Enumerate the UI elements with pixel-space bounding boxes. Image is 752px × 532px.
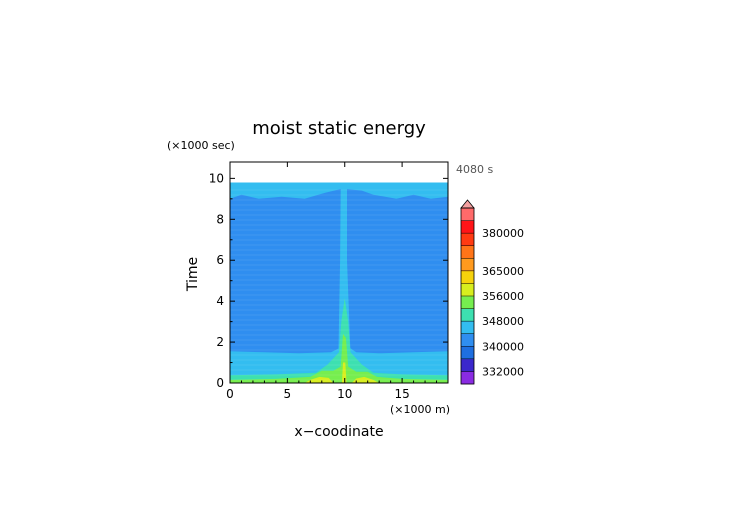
y-tick-label: 0 [216, 376, 224, 390]
colorbar-tick-label: 380000 [482, 227, 524, 240]
time-annotation: 4080 s [456, 163, 493, 176]
plot-frame [229, 161, 449, 384]
colorbar-tick-label: 340000 [482, 340, 524, 353]
plot-area: 0 5 10 15 0 2 4 6 8 10 [209, 161, 449, 401]
x-axis-label: x−coodinate [294, 424, 383, 440]
x-tick-label: 5 [284, 387, 292, 401]
colorbar-extend-arrow [460, 199, 475, 209]
colorbar: 332000 340000 348000 356000 365000 380000 [460, 199, 524, 385]
colorbar-segment [461, 333, 474, 347]
y-tick-label: 8 [216, 212, 224, 226]
y-tick-label: 4 [216, 294, 224, 308]
field-band-340000 [230, 182, 448, 383]
field-max-left [304, 376, 334, 383]
field-band-348000 [230, 298, 448, 383]
colorbar-tick-label: 348000 [482, 315, 524, 328]
colorbar-segment [461, 220, 474, 234]
colorbar-segment [461, 283, 474, 297]
y-tick-label: 2 [216, 335, 224, 349]
x-tick-label: 0 [226, 387, 234, 401]
colorbar-segment [461, 358, 474, 372]
field-band-352000 [230, 333, 448, 383]
colorbar-segment [461, 296, 474, 309]
field-band-344000-top [230, 182, 448, 199]
colorbar-segment [461, 308, 474, 322]
y-tick-label: 10 [209, 171, 224, 185]
colorbar-segment [461, 270, 474, 284]
colorbar-segment [461, 321, 474, 335]
colorbar-segment [461, 245, 474, 259]
x-axis-units: (×1000 m) [390, 403, 450, 416]
colorbar-segment [461, 346, 474, 360]
colorbar-tick-label: 332000 [482, 365, 524, 378]
field-max-center [341, 362, 347, 383]
x-tick-label: 15 [394, 387, 409, 401]
colorbar-tick-label: 365000 [482, 265, 524, 278]
colorbar-segment [461, 208, 474, 221]
colorbar-segment [461, 371, 474, 385]
field-max-right [351, 376, 380, 383]
colorbar-segment [461, 258, 474, 272]
y-axis-label: Time [185, 257, 201, 292]
y-tick-label: 6 [216, 253, 224, 267]
x-tick-label: 10 [337, 387, 352, 401]
grid-texture [230, 189, 448, 381]
colorbar-segment [461, 233, 474, 247]
chart-title: moist static energy [252, 118, 426, 139]
colorbar-tick-label: 356000 [482, 290, 524, 303]
y-axis-units: (×1000 sec) [167, 139, 235, 152]
